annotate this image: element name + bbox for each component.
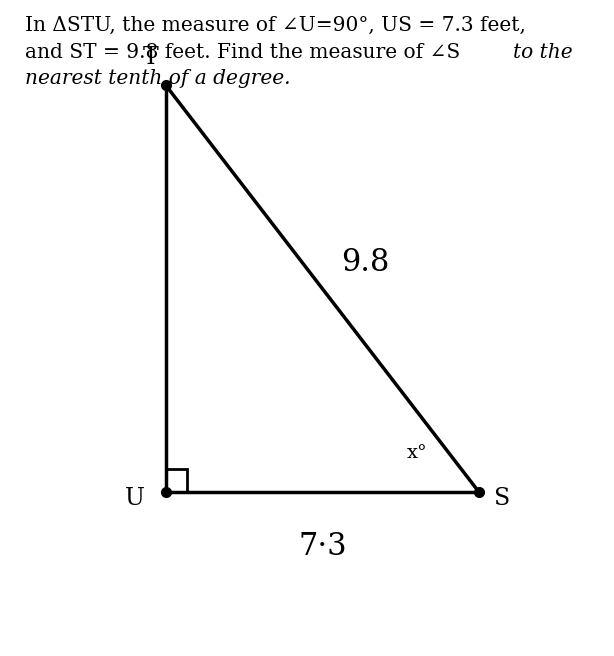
Text: T: T [142,46,158,69]
Text: 9.8: 9.8 [341,247,389,278]
Text: x°: x° [407,445,428,462]
Text: In ΔSTU, the measure of ∠U=90°, US = 7.3 feet,: In ΔSTU, the measure of ∠U=90°, US = 7.3… [25,16,526,35]
Text: U: U [125,487,144,510]
Text: and ST = 9.8 feet. Find the measure of ∠S: and ST = 9.8 feet. Find the measure of ∠… [25,43,466,62]
Text: to the: to the [513,43,573,62]
Text: S: S [494,487,510,510]
Text: nearest tenth of a degree.: nearest tenth of a degree. [25,69,290,88]
Text: 7·3: 7·3 [298,531,347,562]
